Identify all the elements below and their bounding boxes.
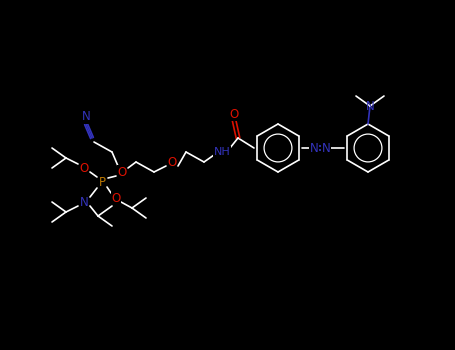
Text: N: N [81,111,91,124]
Text: N: N [322,141,330,154]
Text: O: O [111,191,121,204]
Text: N: N [366,99,374,112]
Text: O: O [79,161,89,175]
Text: NH: NH [214,147,230,157]
Text: O: O [167,155,177,168]
Text: O: O [229,107,238,120]
Text: N: N [80,196,88,209]
Text: P: P [98,175,106,189]
Text: N: N [309,141,318,154]
Text: O: O [117,166,126,178]
